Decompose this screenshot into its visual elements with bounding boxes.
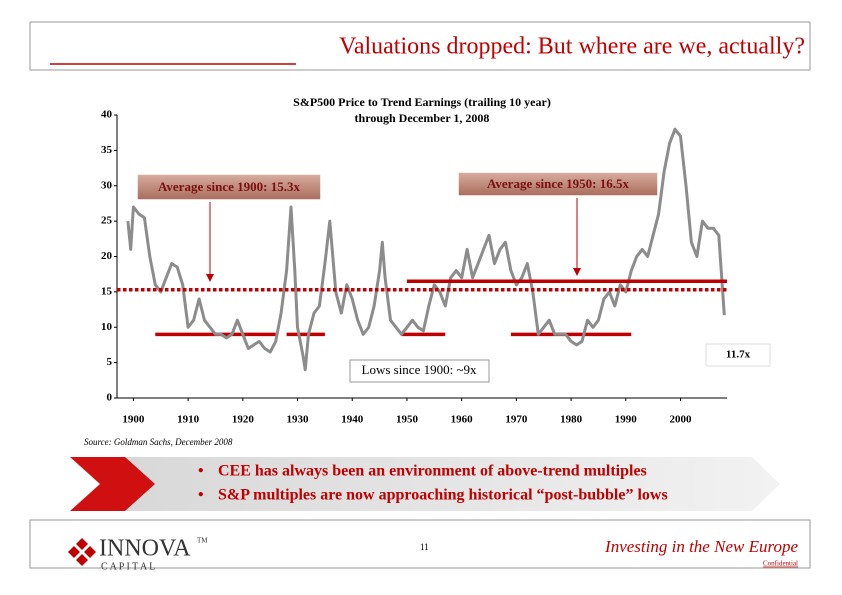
series-line [126,127,726,372]
x-tick-label: 1990 [615,414,638,426]
logo-tm: TM [197,537,208,545]
footer-box [29,519,811,569]
bullet: CEE has always been an environment of ab… [218,463,647,480]
bullet: S&P multiples are now approaching histor… [218,487,668,504]
x-tick-label: 2000 [669,414,692,426]
avg-box [136,173,322,201]
lows-box [349,359,490,383]
bullet-dot: • [198,487,204,504]
avg-label: Average since 1950: 16.5x [487,176,630,191]
x-tick-label: 1970 [505,414,528,426]
x-tick-label: 1930 [287,414,310,426]
arrowhead [573,268,581,276]
x-tick-label: 1900 [122,414,145,426]
logo-mark [68,538,96,566]
y-tick-label: 0 [107,392,113,404]
avg-box [457,171,659,197]
page-number: 11 [420,542,429,552]
confidential: Confidential [763,560,798,568]
avg-label: Average since 1900: 15.3x [158,179,301,194]
y-tick-label: 25 [101,215,113,227]
end-box [705,343,771,367]
slide-title: Valuations dropped: But where are we, ac… [339,34,805,60]
bullet-dot: • [198,463,204,480]
banner [125,457,780,511]
y-tick-label: 40 [101,109,113,121]
plot: 0 5 10 15 20 25 30 35 40 1900 1910 1920 1930 1940 1950… [101,109,727,426]
x-tick-label: 1960 [451,414,474,426]
chart-subtitle: through December 1, 2008 [355,111,490,125]
tagline: Investing in the New Europe [604,537,798,556]
y-tick-label: 15 [101,285,113,297]
end-label: 11.7x [726,349,751,361]
x-tick-label: 1940 [341,414,364,426]
y-tick-label: 5 [107,356,113,368]
y-tick-label: 10 [101,321,113,333]
header-box [29,21,811,71]
lows-label: Lows since 1900: ~9x [362,362,477,377]
x-tick-label: 1950 [396,414,419,426]
x-tick-label: 1980 [560,414,583,426]
x-tick-label: 1910 [177,414,200,426]
logo: INNOVA [99,536,191,562]
chevron [70,457,155,511]
source: Source: Goldman Sachs, December 2008 [84,437,233,447]
y-tick-label: 20 [101,250,113,262]
y-tick-label: 35 [101,144,113,156]
arrowhead [206,274,214,282]
chart-title: S&P500 Price to Trend Earnings (trailing… [293,95,551,109]
y-tick-label: 30 [101,179,113,191]
logo-sub: C A P I T A L [101,561,155,572]
x-tick-label: 1920 [232,414,255,426]
